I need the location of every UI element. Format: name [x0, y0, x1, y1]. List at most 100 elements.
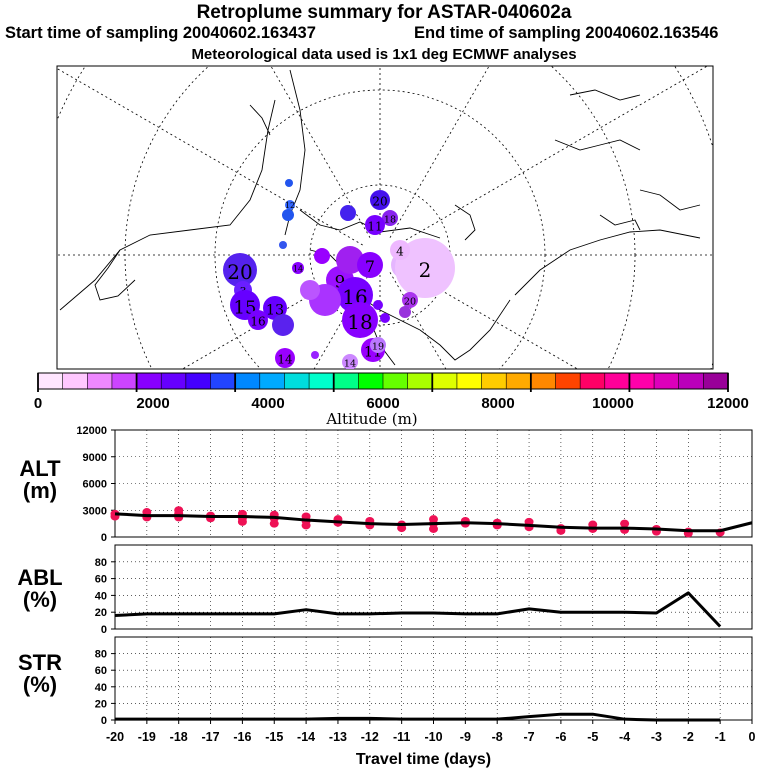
plume-label: 20 [372, 195, 387, 209]
colorbar: 0 2000 4000 6000 8000 10000 12000 Altitude (m) [34, 372, 749, 428]
colorbar-swatch [604, 373, 630, 389]
x-tick-label: -12 [361, 730, 379, 744]
met-data-label: Meteorological data used is 1x1 deg ECMW… [191, 46, 577, 63]
scatter-point [269, 519, 279, 528]
plume-circle [373, 300, 383, 310]
scatter-point [556, 526, 566, 535]
meridian-line [181, 264, 363, 369]
y-tick-label: 9000 [83, 452, 107, 464]
colorbar-swatch [654, 373, 680, 389]
plume-circle [311, 351, 319, 359]
series-line [114, 591, 722, 628]
x-tick-label: -3 [651, 730, 662, 744]
plume-circle [342, 354, 358, 369]
plume-circle [272, 314, 294, 336]
series-line [115, 712, 721, 722]
x-tick-label: -10 [424, 730, 442, 744]
y-tick-label: 40 [95, 682, 107, 694]
panel-frame [114, 636, 753, 721]
coastline [94, 249, 136, 301]
y-tick-label: 20 [95, 607, 107, 619]
y-tick-label: 0 [101, 532, 107, 544]
x-tick-label: -6 [555, 730, 566, 744]
plume-circle [300, 280, 320, 300]
plume-circle [370, 190, 390, 210]
x-tick-label: -15 [265, 730, 283, 744]
colorbar-tick-label: 4000 [251, 395, 284, 412]
plume-label: 14 [344, 358, 356, 369]
colorbar-swatch [38, 373, 64, 389]
time-series-panels: 120009000600030000806040200806040200-20-… [76, 425, 755, 768]
x-tick-label: 0 [749, 730, 756, 744]
y-tick-label: 6000 [83, 479, 107, 491]
str-axis-label: STR (%) [18, 650, 62, 697]
colorbar-swatch [185, 373, 211, 389]
plume-label: 7 [365, 258, 375, 276]
y-tick-label: 40 [95, 590, 107, 602]
colorbar-tick-label: 2000 [136, 395, 169, 412]
plume-circle [357, 252, 383, 278]
colorbar-swatch [210, 373, 236, 389]
coastline [454, 204, 476, 241]
coastline [419, 299, 511, 361]
coastline [299, 209, 441, 239]
page-title: Retroplume summary for ASTAR-040602a [196, 2, 572, 23]
plume-label: 20 [227, 260, 252, 284]
colorbar-swatch [284, 373, 310, 389]
colorbar-tick-label: 0 [34, 395, 42, 412]
plume-circle [282, 209, 294, 221]
plume-label: 19 [372, 341, 384, 352]
x-tick-label: -17 [202, 730, 220, 744]
colorbar-swatch [407, 373, 433, 389]
x-tick-label: -5 [587, 730, 598, 744]
plume-label: 11 [367, 220, 382, 234]
colorbar-swatch [678, 373, 704, 389]
meridian-line [270, 66, 371, 238]
plume-label: 16 [250, 315, 265, 329]
plume-label: 15 [234, 297, 257, 318]
plume-circle [365, 215, 385, 235]
plume-circle [390, 240, 410, 260]
x-tick-label: -18 [170, 730, 188, 744]
colorbar-tick-label: 12000 [707, 395, 749, 412]
plume-label: 4 [396, 245, 404, 259]
colorbar-swatch [530, 373, 556, 389]
x-tick-label: -16 [233, 730, 251, 744]
abl-axis-label: ABL (%) [17, 565, 63, 612]
x-tick-label: -9 [460, 730, 471, 744]
x-tick-label: -11 [393, 730, 410, 744]
y-tick-label: 0 [101, 624, 107, 636]
colorbar-swatch [111, 373, 137, 389]
scatter-point [397, 524, 407, 533]
colorbar-swatch [432, 373, 458, 389]
colorbar-tick-label: 6000 [366, 395, 399, 412]
colorbar-swatch [481, 373, 507, 389]
alt-axis-label: ALT (m) [19, 456, 61, 503]
y-tick-label: 0 [101, 715, 107, 727]
plume-label: 18 [384, 214, 396, 225]
scatter-point [301, 521, 311, 530]
plume-label: 18 [347, 310, 372, 334]
colorbar-swatch [555, 373, 581, 389]
coastline [554, 139, 641, 151]
plume-circle [336, 246, 364, 274]
colorbar-swatch [309, 373, 335, 389]
colorbar-swatch [506, 373, 532, 389]
x-tick-label: -14 [297, 730, 315, 744]
meridian-line [389, 272, 447, 369]
colorbar-tick-label: 8000 [481, 395, 514, 412]
y-tick-label: 60 [95, 665, 107, 677]
plume-circle [314, 248, 330, 264]
y-tick-label: 3000 [83, 505, 107, 517]
coastline [639, 189, 701, 211]
plume-label: 14 [293, 264, 303, 273]
scatter-point [429, 524, 438, 533]
colorbar-swatch [333, 373, 359, 389]
x-tick-label: -13 [329, 730, 347, 744]
plume-circle [275, 348, 295, 368]
coastline [249, 104, 271, 136]
sampling-times: Start time of sampling 20040602.163437 E… [0, 24, 768, 46]
plume-circle [279, 241, 287, 249]
